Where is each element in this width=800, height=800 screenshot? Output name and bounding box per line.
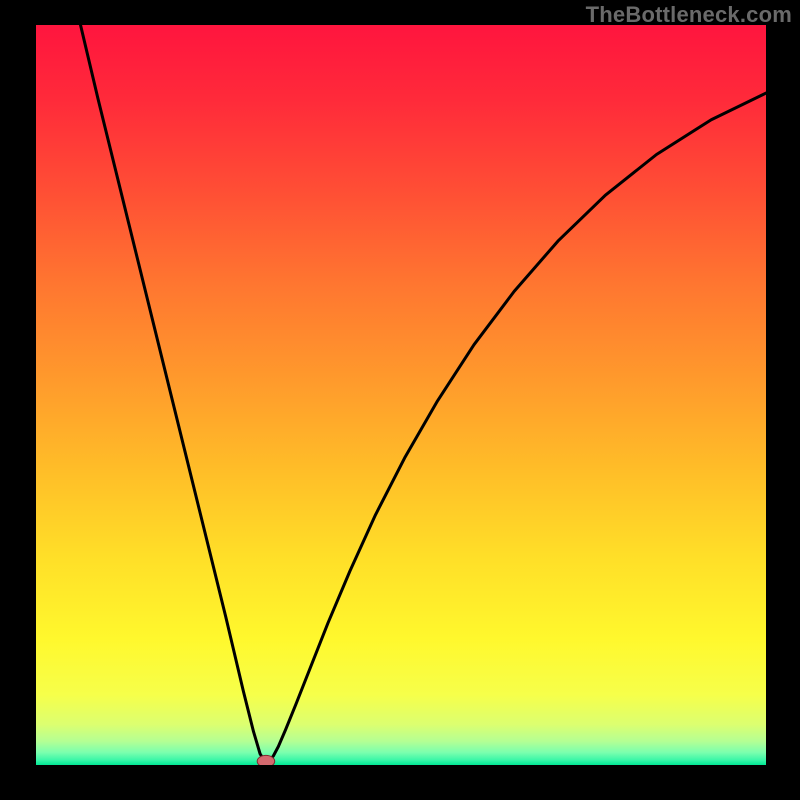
chart-container: TheBottleneck.com <box>0 0 800 800</box>
bottleneck-chart-svg <box>0 0 800 800</box>
plot-area <box>36 25 766 767</box>
gradient-background <box>36 25 766 765</box>
watermark-text: TheBottleneck.com <box>586 2 792 28</box>
